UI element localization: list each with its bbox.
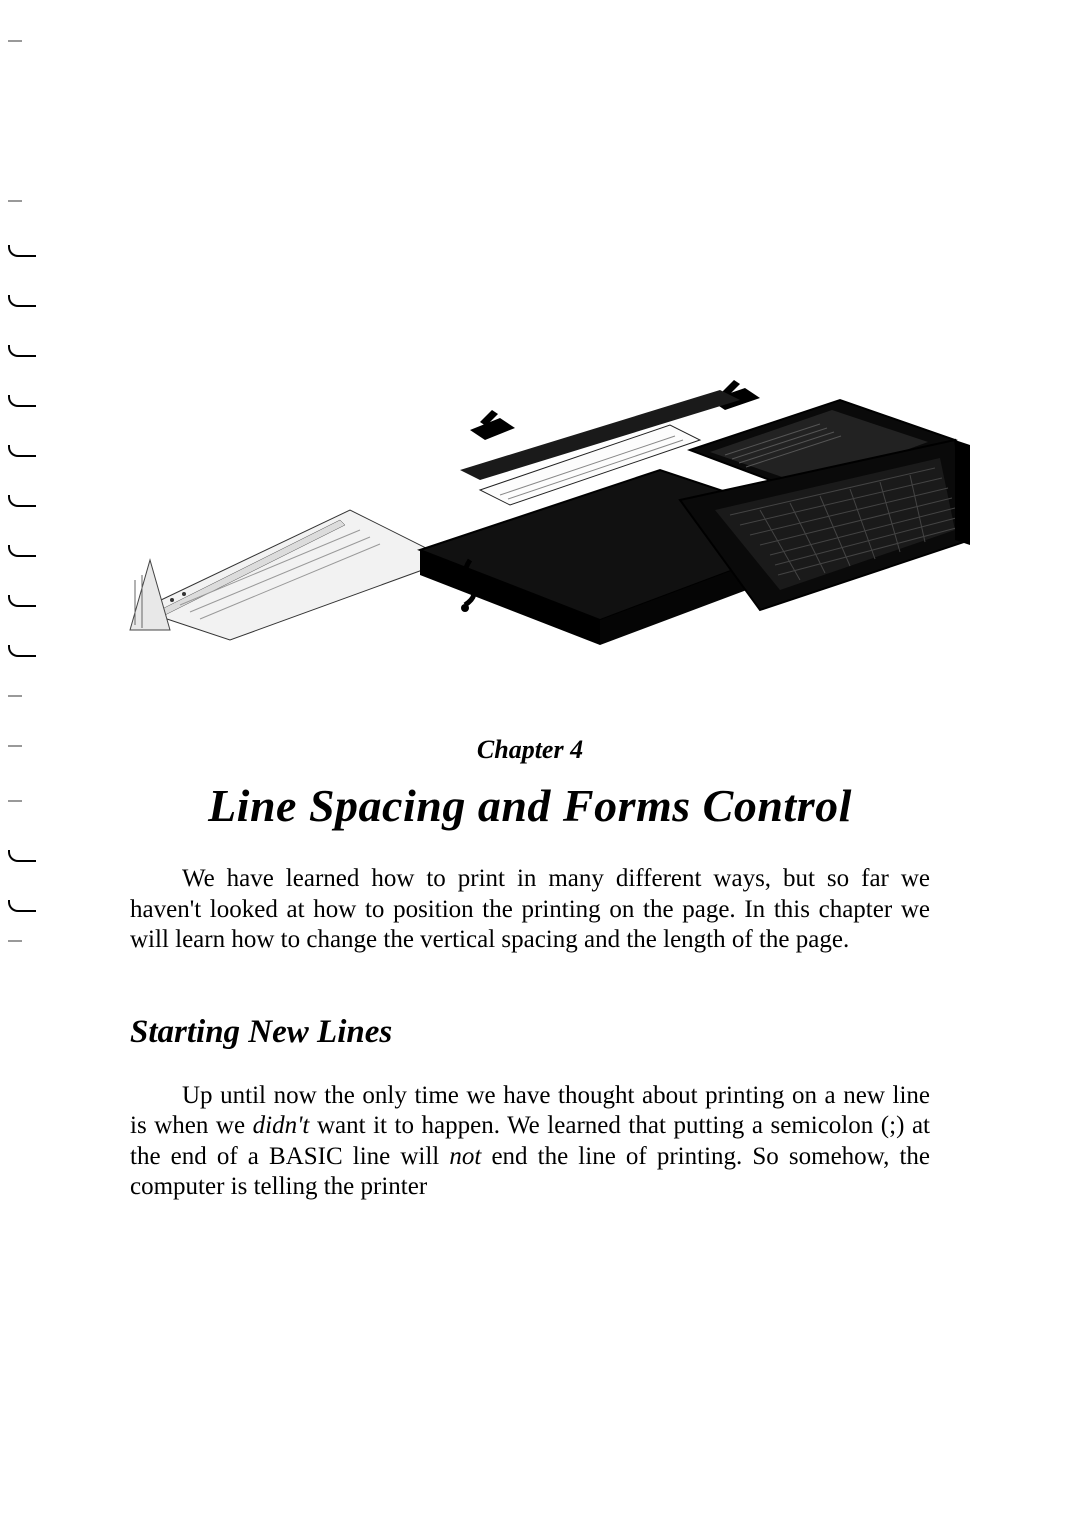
document-page: Chapter 4 Line Spacing and Forms Control… — [0, 0, 1080, 1534]
binding-tick — [8, 200, 22, 202]
binding-tick — [8, 595, 36, 607]
italic-text: didn't — [253, 1112, 310, 1139]
binding-tick — [8, 245, 36, 257]
binding-tick — [8, 900, 36, 912]
binding-tick — [8, 345, 36, 357]
binding-tick — [8, 940, 22, 942]
binding-tick — [8, 745, 22, 747]
binding-tick — [8, 800, 22, 802]
binding-tick — [8, 395, 36, 407]
content-area: Chapter 4 Line Spacing and Forms Control… — [130, 735, 930, 1203]
section-paragraph: Up until now the only time we have thoug… — [130, 1081, 930, 1203]
fanfold-paper-icon — [130, 510, 450, 640]
intro-paragraph: We have learned how to print in many dif… — [130, 864, 930, 956]
binding-tick — [8, 495, 36, 507]
binding-tick — [8, 445, 36, 457]
binding-tick — [8, 295, 36, 307]
binding-tick — [8, 645, 36, 657]
binding-tick — [8, 545, 36, 557]
section-heading: Starting New Lines — [130, 1014, 930, 1051]
binding-tick — [8, 695, 22, 697]
italic-text: not — [449, 1143, 481, 1170]
chapter-label: Chapter 4 — [130, 735, 930, 765]
chapter-title: Line Spacing and Forms Control — [130, 779, 930, 832]
binding-tick — [8, 40, 22, 42]
chapter-illustration — [120, 380, 970, 680]
binding-tick — [8, 850, 36, 862]
binding-marks — [8, 0, 68, 1534]
